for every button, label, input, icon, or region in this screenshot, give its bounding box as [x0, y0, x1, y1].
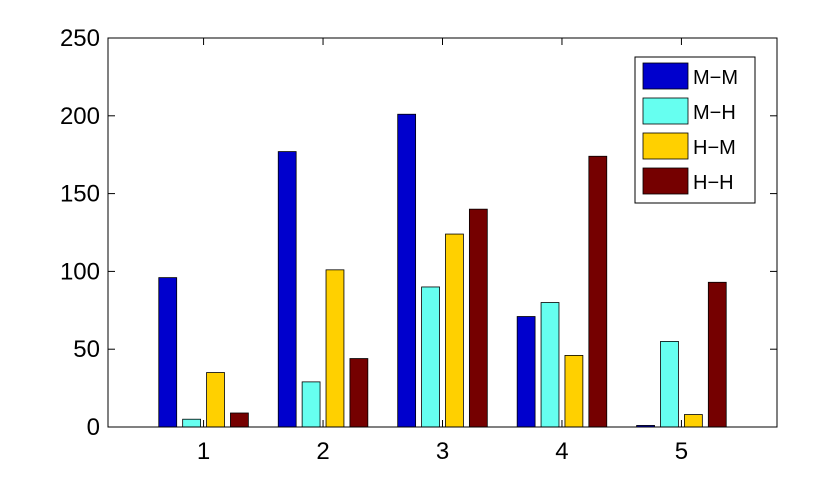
- x-tick-label-4: 4: [555, 438, 568, 465]
- bar-2-5: [660, 341, 679, 428]
- x-tick-label-2: 2: [316, 438, 329, 465]
- y-tick-label-200: 200: [60, 103, 100, 130]
- bar-1-3: [397, 113, 417, 428]
- x-tick-label-3: 3: [436, 438, 449, 465]
- legend-swatch-3: [642, 132, 689, 160]
- bar-2-1: [182, 418, 201, 428]
- bar-3-4: [564, 355, 584, 428]
- y-tick-label-100: 100: [60, 258, 100, 285]
- y-tick-label-0: 0: [87, 414, 100, 441]
- bar-1-2: [277, 151, 297, 428]
- bar-4-3: [468, 208, 488, 428]
- x-tick-label-5: 5: [675, 438, 688, 465]
- bar-2-3: [421, 286, 440, 428]
- bar-4-4: [588, 155, 608, 428]
- bar-3-5: [684, 414, 703, 428]
- legend-swatch-2: [642, 97, 689, 125]
- bar-3-1: [206, 372, 225, 428]
- legend-label-1: M−M: [693, 67, 738, 89]
- bar-4-1: [230, 412, 249, 428]
- bar-1-1: [158, 277, 178, 428]
- legend-label-3: H−M: [693, 137, 736, 159]
- x-tick-label-1: 1: [197, 438, 210, 465]
- bar-2-2: [301, 381, 321, 428]
- y-tick-label-50: 50: [73, 336, 100, 363]
- y-tick-label-150: 150: [60, 181, 100, 208]
- bar-4-2: [349, 358, 369, 428]
- legend-label-2: M−H: [693, 102, 736, 124]
- bar-3-2: [325, 269, 345, 428]
- bar-1-4: [516, 316, 536, 428]
- bar-3-3: [445, 233, 464, 428]
- bar-2-4: [540, 302, 560, 428]
- bar-4-5: [707, 281, 727, 428]
- y-tick-label-250: 250: [60, 25, 100, 52]
- legend-swatch-1: [642, 62, 689, 90]
- bars-group: [158, 113, 727, 428]
- legend: M−M M−H H−M H−H: [634, 56, 756, 204]
- axes-group: 0 50 100 150 200 250 1 2 3 4 5: [60, 25, 777, 465]
- legend-swatch-4: [642, 167, 689, 195]
- legend-label-4: H−H: [693, 172, 734, 194]
